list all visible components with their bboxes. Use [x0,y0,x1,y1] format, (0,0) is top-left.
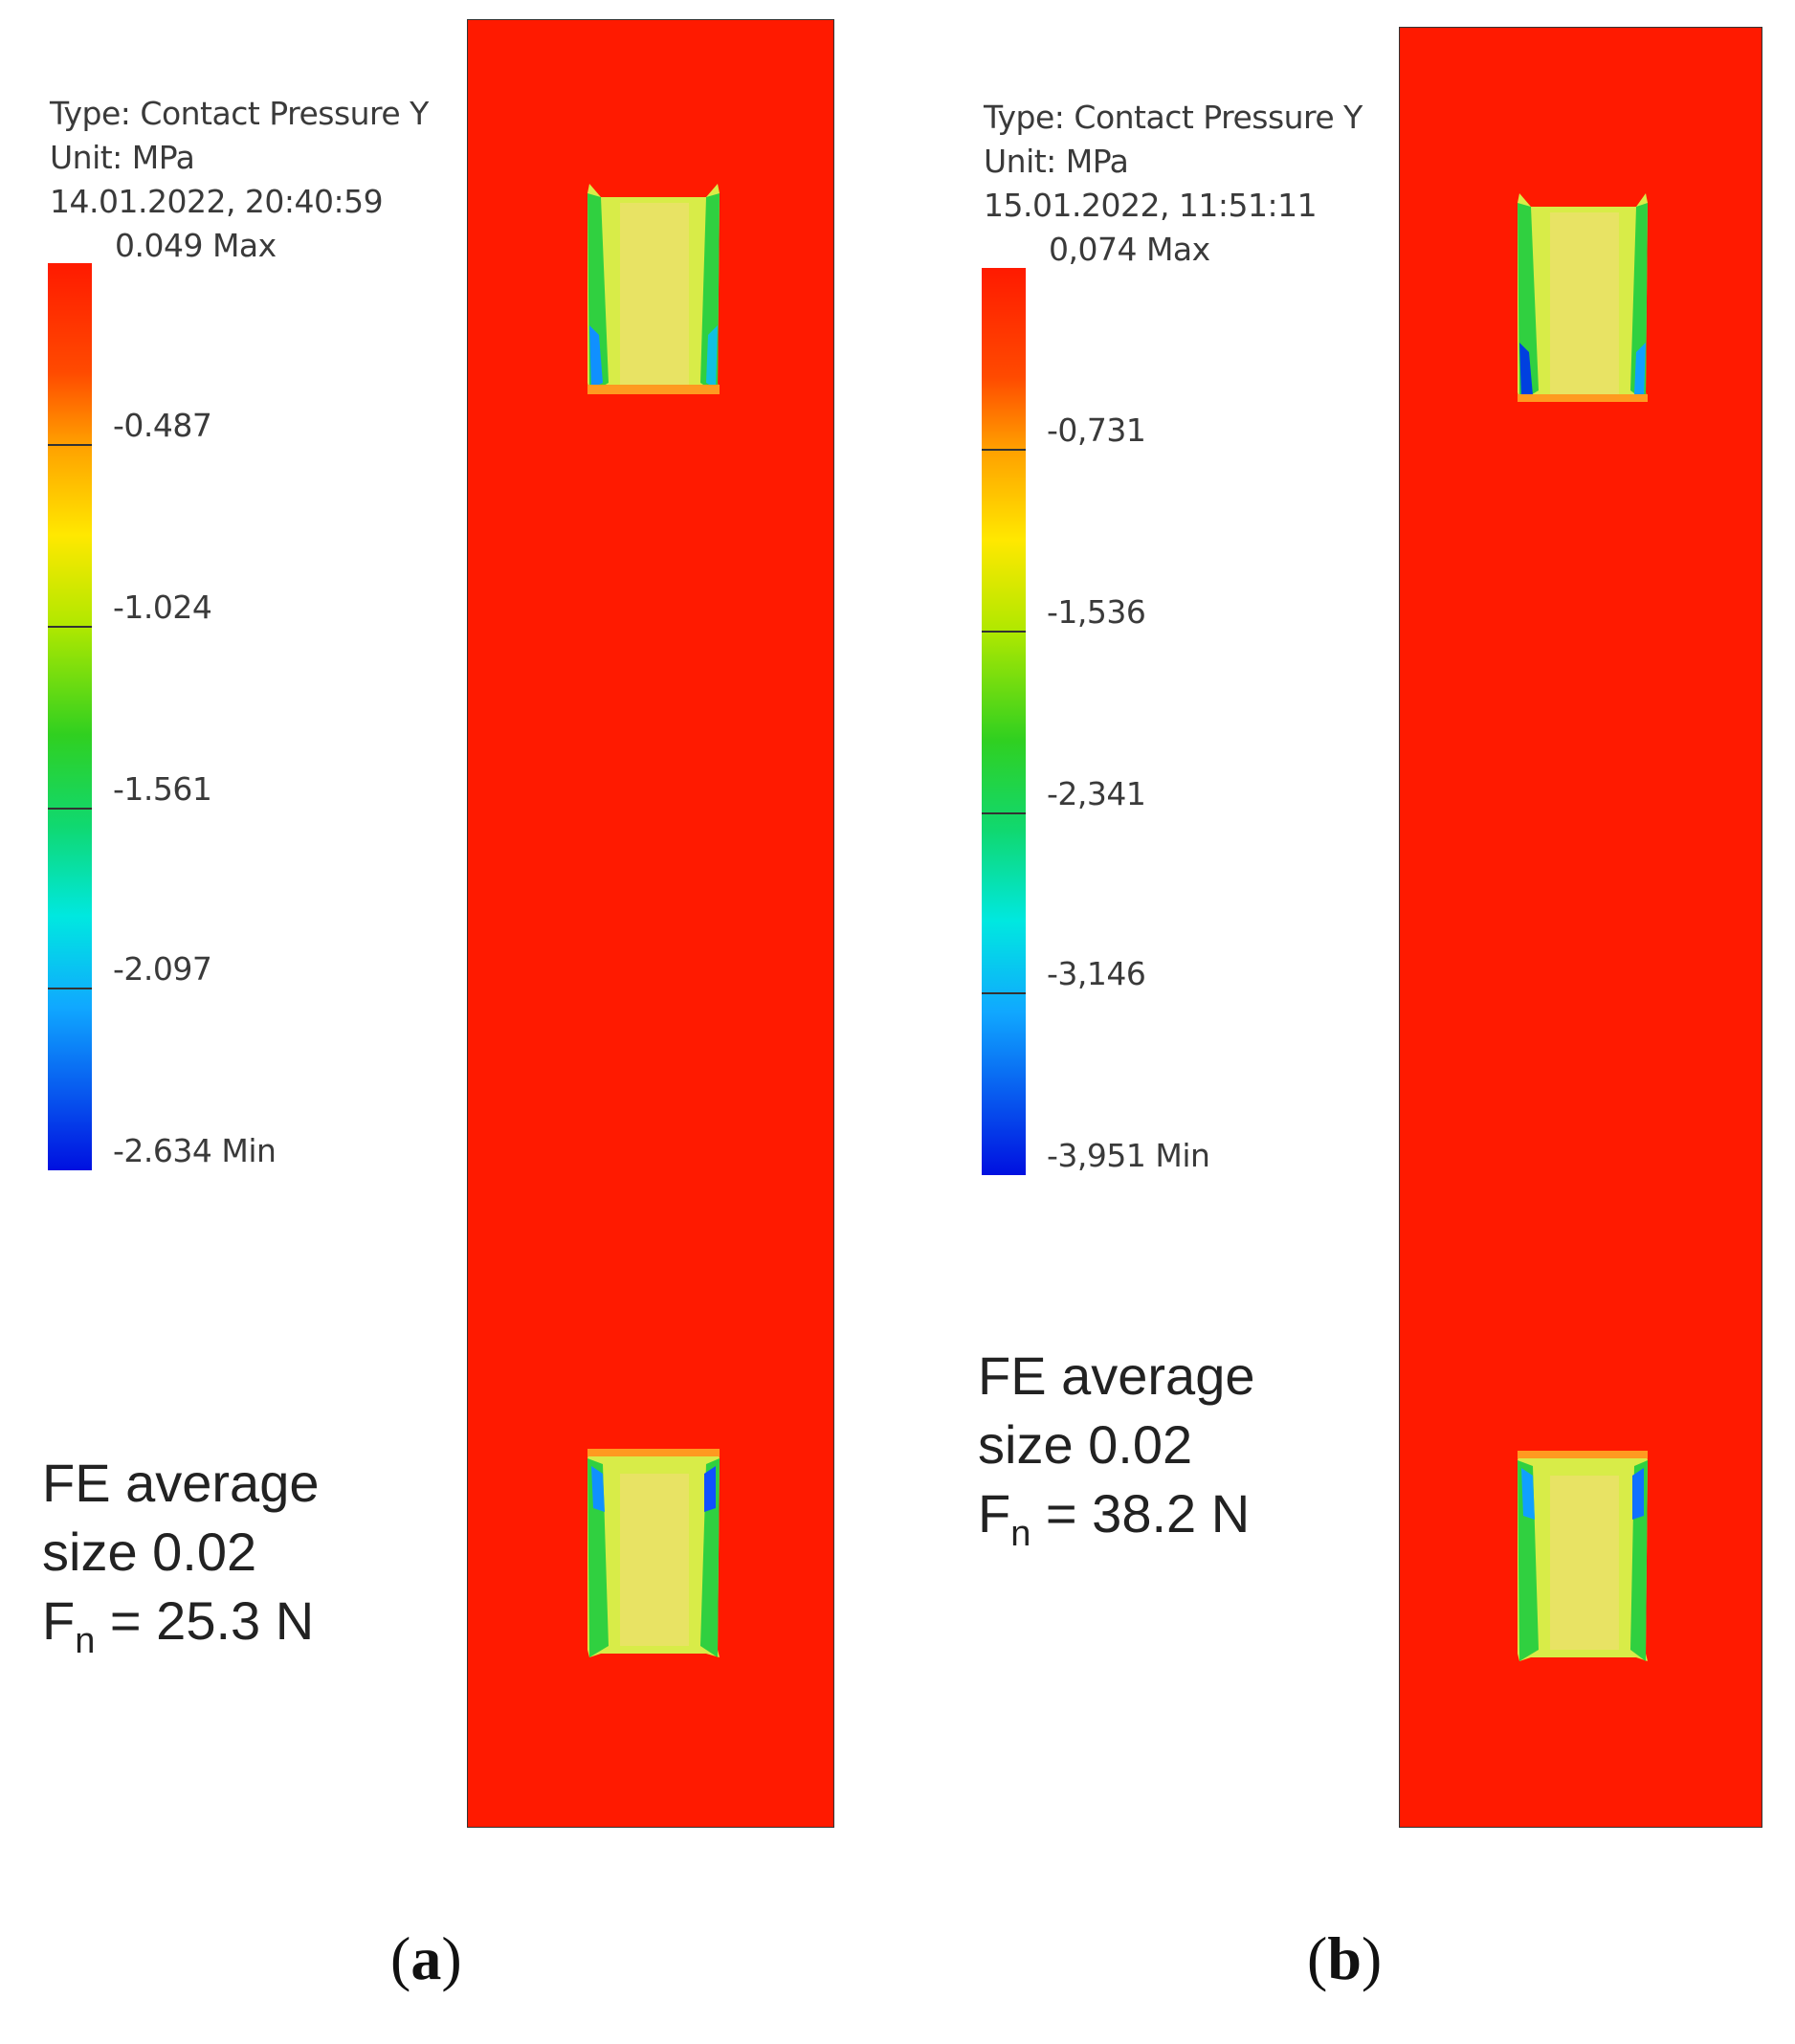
scale-tick: -1,536 [1047,593,1146,631]
scale-tick: -1.024 [113,589,212,626]
color-scale-bar [982,268,1026,1175]
contact-zone-top [1518,193,1648,402]
fe-line2: size 0.02 [978,1414,1193,1475]
legend-info: Type: Contact Pressure Y Unit: MPa 15.01… [984,96,1363,272]
caption-b: (b) [1307,1924,1383,1992]
color-scale-bar [48,263,92,1170]
scale-tick: -3,951 Min [1047,1137,1210,1174]
timestamp: 14.01.2022, 20:40:59 [50,183,384,220]
fe-line2: size 0.02 [42,1522,257,1582]
timestamp: 15.01.2022, 11:51:11 [984,187,1318,224]
fe-line1: FE average [978,1345,1255,1406]
scale-tick: -2,341 [1047,775,1146,812]
contact-zone-bottom [587,1449,720,1657]
unit-line: Unit: MPa [984,143,1129,180]
fe-annotation: FE average size 0.02 Fn = 38.2 N [978,1342,1255,1555]
contact-plate [1399,27,1762,1828]
scale-tick: -0,731 [1047,411,1146,449]
panel-b: Type: Contact Pressure Y Unit: MPa 15.01… [934,0,1795,2044]
fn-symbol: F [978,1483,1011,1544]
caption-letter: b [1327,1924,1362,1992]
contact-plate [467,19,834,1828]
panel-a: Type: Contact Pressure Y Unit: MPa 14.01… [42,19,834,1992]
scale-tick: -2.634 Min [113,1132,277,1169]
type-line: Type: Contact Pressure Y [50,95,429,132]
caption-a: (a) [390,1924,462,1992]
fn-subscript: n [1010,1514,1031,1554]
contact-zone-bottom [1518,1451,1648,1661]
legend-info: Type: Contact Pressure Y Unit: MPa 14.01… [50,92,429,268]
max-label: 0,074 Max [1049,231,1210,268]
scale-tick: -1.561 [113,770,212,808]
scale-tick: -2.097 [113,950,212,988]
fn-value: = 25.3 N [95,1590,315,1651]
unit-line: Unit: MPa [50,139,195,176]
caption-letter: a [410,1924,442,1992]
fe-annotation: FE average size 0.02 Fn = 25.3 N [42,1449,320,1662]
scale-tick: -0.487 [113,407,212,444]
type-line: Type: Contact Pressure Y [984,99,1363,136]
contact-zone-top [587,184,720,394]
scale-tick: -3,146 [1047,955,1146,992]
max-label: 0.049 Max [115,227,277,264]
fn-subscript: n [75,1621,96,1661]
fn-symbol: F [42,1590,76,1651]
fn-value: = 38.2 N [1030,1483,1251,1544]
fe-line1: FE average [42,1453,320,1513]
